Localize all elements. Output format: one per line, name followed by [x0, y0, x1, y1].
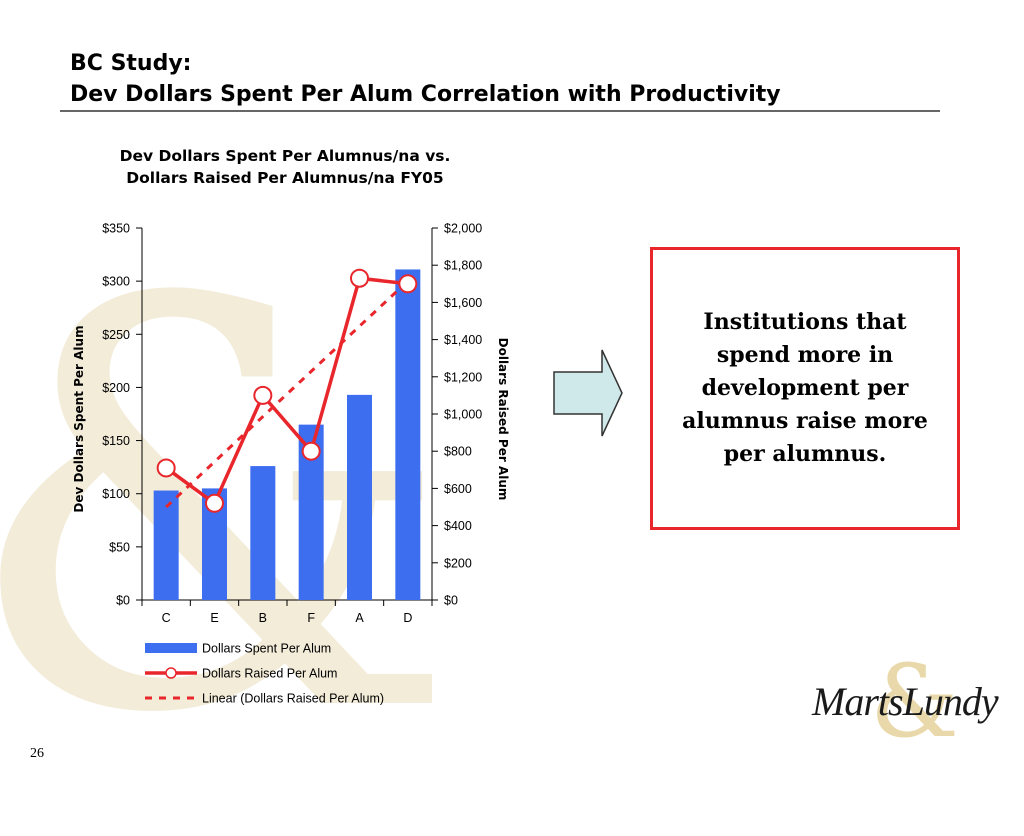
point-dollars-raised-A [350, 268, 369, 288]
left-axis-tick-label: $250 [102, 328, 130, 342]
chart-title: Dev Dollars Spent Per Alumnus/na vs. Dol… [60, 145, 510, 189]
bar-dollars-spent-C [153, 490, 179, 600]
point-dollars-raised-E [205, 493, 224, 513]
logo-ampersand: & [870, 643, 960, 760]
right-axis-tick-label: $200 [444, 556, 472, 570]
slide-title: BC Study: Dev Dollars Spent Per Alum Cor… [70, 48, 781, 110]
right-arrow-icon [553, 349, 623, 437]
x-axis-category-label: F [307, 611, 315, 625]
point-dollars-raised-D [398, 274, 418, 294]
right-axis-tick-label: $600 [444, 482, 472, 496]
marts-lundy-logo: & MartsLundy [808, 652, 1008, 756]
page-number: 26 [30, 746, 44, 761]
right-axis-tick-label: $1,800 [444, 259, 482, 273]
x-axis-category-label: E [210, 611, 218, 625]
left-axis-tick-label: $150 [102, 434, 130, 448]
left-axis-tick-label: $200 [102, 381, 130, 395]
title-divider [60, 110, 940, 112]
right-axis-tick-label: $0 [444, 594, 458, 608]
right-axis-tick-label: $1,200 [444, 370, 482, 384]
legend-swatch-line-marker [165, 667, 177, 679]
left-axis-tick-label: $0 [116, 594, 130, 608]
bar-dollars-spent-A [347, 394, 372, 600]
right-axis-tick-label: $800 [444, 445, 472, 459]
legend-swatch-bars [145, 643, 197, 653]
point-dollars-raised-B [253, 385, 273, 405]
left-axis-tick-label: $350 [102, 222, 130, 236]
slide-title-line1: BC Study: [70, 51, 192, 76]
right-axis-tick-label: $400 [444, 519, 472, 533]
left-axis-title: Dev Dollars Spent Per Alum [72, 325, 86, 512]
right-axis-tick-label: $1,000 [444, 408, 482, 422]
legend-label-bars: Dollars Spent Per Alum [202, 642, 331, 656]
chart-title-line1: Dev Dollars Spent Per Alumnus/na vs. [119, 147, 451, 165]
point-dollars-raised-F [301, 441, 321, 461]
right-axis-tick-label: $1,400 [444, 333, 482, 347]
callout-box: Institutions that spend more in developm… [650, 247, 960, 530]
point-dollars-raised-C [156, 458, 176, 478]
right-axis-title: Dollars Raised Per Alum [496, 338, 510, 501]
combo-chart: $0 $50 $100 $150 $200 $250 $300 $350 $0 $200 $400 $… [72, 222, 510, 706]
left-axis-tick-label: $100 [102, 487, 130, 501]
x-axis-category-label: A [355, 611, 364, 625]
x-axis-category-label: B [259, 611, 267, 625]
logo-text: MartsLundy [812, 679, 999, 724]
legend-label-trendline: Linear (Dollars Raised Per Alum) [202, 692, 384, 706]
slide-title-line2: Dev Dollars Spent Per Alum Correlation w… [70, 82, 781, 107]
bar-dollars-spent-B [250, 466, 276, 600]
right-axis-tick-label: $2,000 [444, 222, 482, 236]
chart-title-line2: Dollars Raised Per Alumnus/na FY05 [126, 169, 444, 187]
left-axis-tick-label: $300 [102, 275, 130, 289]
bar-dollars-spent-D [395, 269, 421, 600]
right-axis-tick-label: $1,600 [444, 296, 482, 310]
left-axis-tick-label: $50 [109, 540, 130, 554]
callout-text: Institutions that spend more in developm… [682, 309, 928, 467]
x-axis-category-label: D [403, 611, 412, 625]
x-axis-category-label: C [162, 611, 171, 625]
legend-label-line: Dollars Raised Per Alum [202, 667, 337, 681]
